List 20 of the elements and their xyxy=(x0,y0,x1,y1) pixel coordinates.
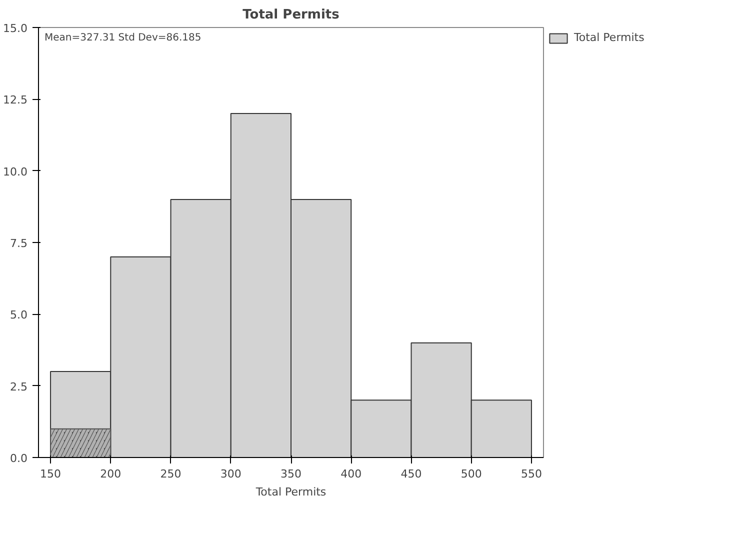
y-tick-label: 5.0 xyxy=(10,308,28,322)
x-tick-label: 450 xyxy=(400,468,422,480)
y-tick-label: 2.5 xyxy=(10,380,28,394)
x-axis-title: Total Permits xyxy=(254,486,326,498)
chart-title: Total Permits xyxy=(242,8,340,22)
x-tick-label: 550 xyxy=(520,468,542,480)
x-tick-label: 250 xyxy=(160,468,182,480)
x-tick-label: 500 xyxy=(460,468,482,480)
y-tick-label: 7.5 xyxy=(10,237,28,250)
x-tick-label: 200 xyxy=(100,468,122,480)
y-tick-label: 12.5 xyxy=(3,94,28,107)
x-tick-label: 300 xyxy=(220,468,242,480)
legend-label: Total Permits xyxy=(574,31,644,44)
y-tick-label: 0.0 xyxy=(10,452,28,465)
annotation: Mean=327.31 Std Dev=86.185 xyxy=(44,32,202,44)
x-tick-label: 400 xyxy=(340,468,362,480)
x-tick-label: 350 xyxy=(280,468,302,480)
x-tick-label: 150 xyxy=(40,468,62,480)
y-tick-label: 15.0 xyxy=(3,22,28,35)
y-tick-label: 10.0 xyxy=(3,165,28,178)
